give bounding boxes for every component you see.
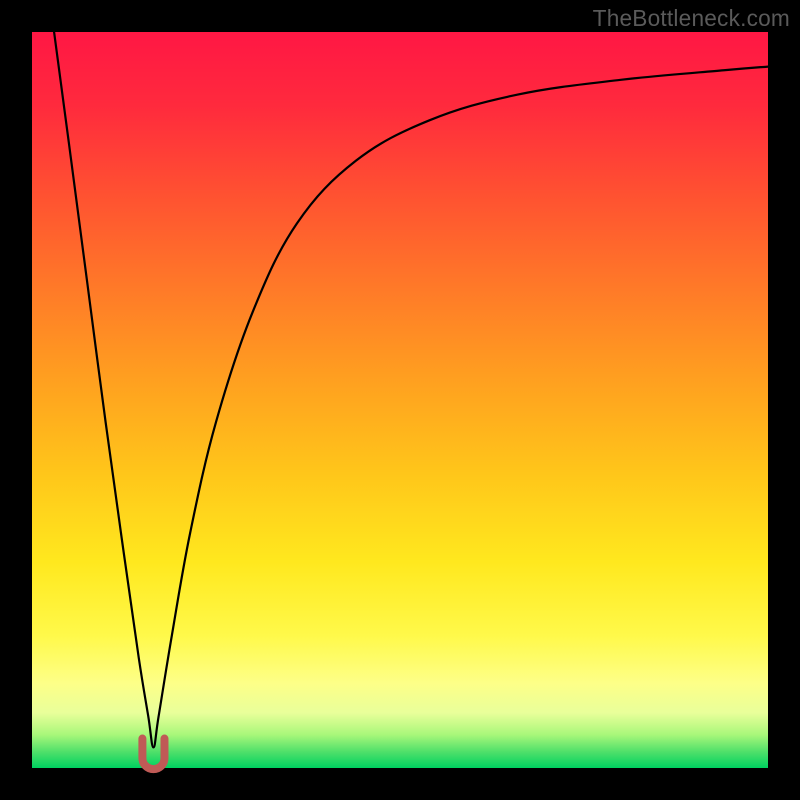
figure-root: TheBottleneck.com (0, 0, 800, 800)
plot-background (32, 32, 768, 768)
chart-svg (0, 0, 800, 800)
watermark-text: TheBottleneck.com (593, 5, 790, 32)
